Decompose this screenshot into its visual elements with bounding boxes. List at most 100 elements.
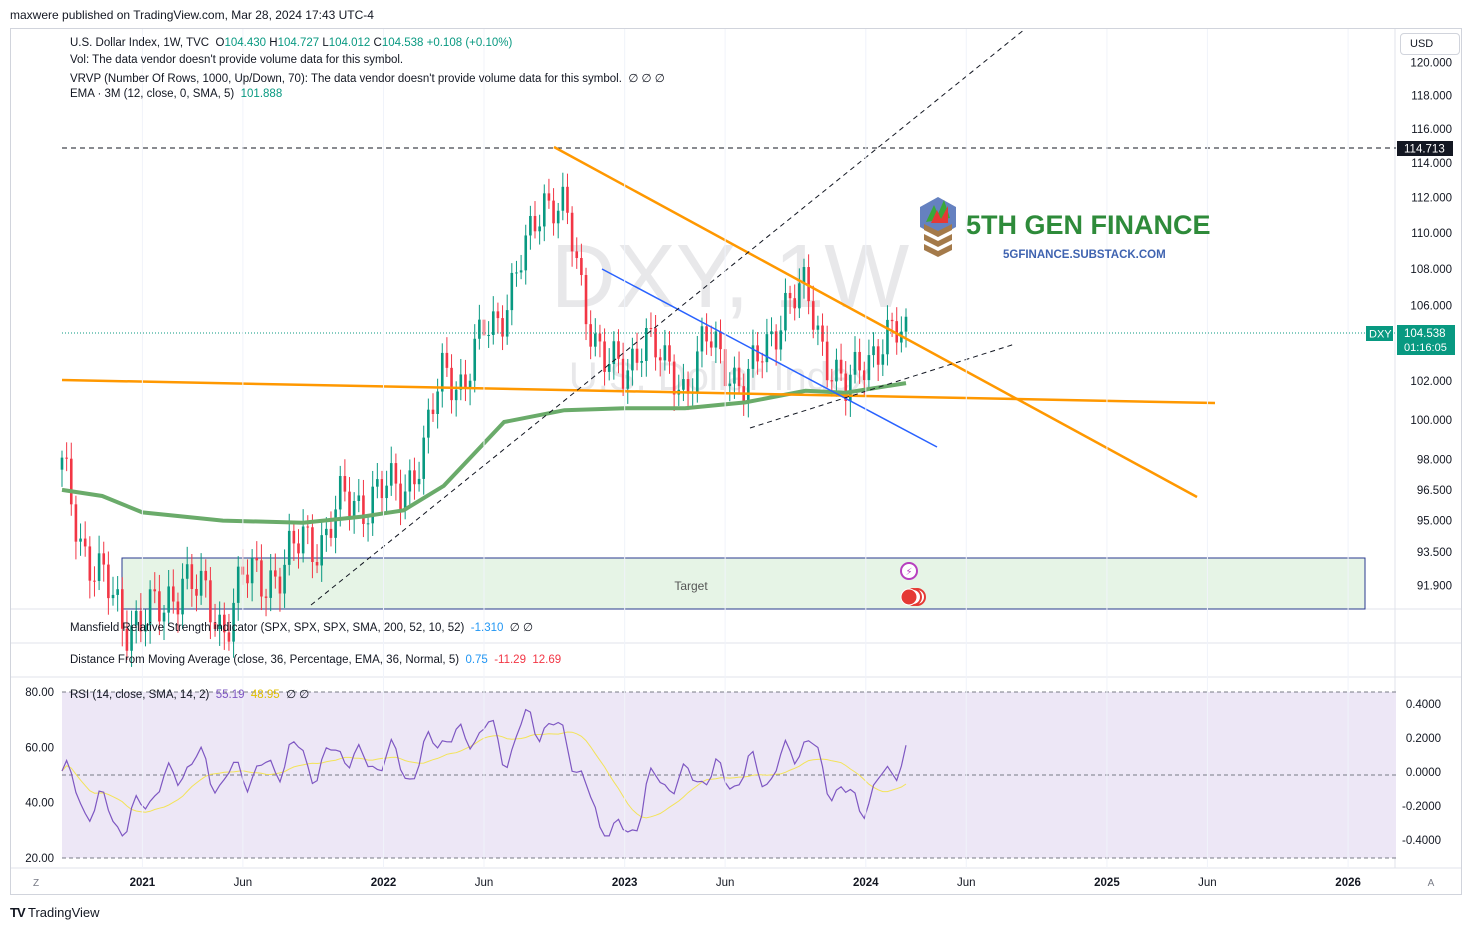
dfma-tick-label: -0.2000 <box>1402 801 1441 813</box>
ema-3m-line[interactable] <box>61 381 907 525</box>
candle-body <box>278 576 282 594</box>
level-label-bg <box>1397 141 1453 156</box>
legend-rsi[interactable]: RSI (14, close, SMA, 14, 2) 55.19 48.95 … <box>70 687 309 701</box>
price-axis[interactable]: 120.000 118.000 116.000 114.000 112.000 110.0… <box>1410 57 1452 592</box>
candle-body <box>255 558 259 561</box>
candle-body <box>696 351 699 393</box>
event-icon-lightning[interactable] <box>900 562 918 580</box>
price-label-bg <box>1397 325 1455 355</box>
candle-body <box>505 310 509 337</box>
candle-body <box>700 326 704 352</box>
candle-body <box>635 348 639 363</box>
candle-body <box>190 564 194 589</box>
candle-body <box>705 326 708 342</box>
candle-body <box>603 341 606 372</box>
candle-body <box>204 570 208 581</box>
candle-body <box>380 479 384 499</box>
candle-body <box>890 319 894 322</box>
candle-body <box>329 528 333 538</box>
legend-vrvp[interactable]: VRVP (Number Of Rows, 1000, Up/Down, 70)… <box>70 71 665 85</box>
rsi-right-axis[interactable]: 0.4000 0.2000 0.0000 -0.2000 -0.4000 <box>1402 699 1441 847</box>
legend-dfma[interactable]: Distance From Moving Average (close, 36,… <box>70 654 561 666</box>
legend-mansfield[interactable]: Mansfield Relative Strength indicator (S… <box>70 620 533 634</box>
orange-flat-line[interactable] <box>61 378 1216 405</box>
candle-body <box>756 345 759 362</box>
vrvp-text: VRVP (Number Of Rows, 1000, Up/Down, 70)… <box>70 73 622 85</box>
candle-body <box>510 272 514 311</box>
candle-body <box>728 383 732 387</box>
event-icon-flag-3[interactable] <box>900 588 918 606</box>
candle-body <box>584 275 588 325</box>
brand-subtitle: 5GFINANCE.SUBSTACK.COM <box>1003 249 1166 261</box>
candle-body <box>394 463 398 484</box>
candle-body <box>371 486 375 524</box>
candle-body <box>65 457 68 459</box>
time-tick-label: Jun <box>1198 877 1217 889</box>
time-axis[interactable]: 2021 Jun 2022 Jun 2023 Jun 2024 Jun 2025 Jun 2026 Z… <box>33 29 1435 889</box>
candle-body <box>376 479 379 487</box>
candle-body <box>612 341 616 365</box>
currency-button[interactable]: USD <box>1400 33 1460 55</box>
candle-body <box>876 346 880 365</box>
candle-body <box>116 589 119 595</box>
candle-body <box>593 333 597 347</box>
level-label: 114.713 <box>1404 144 1445 156</box>
ema-value: 101.888 <box>240 88 283 100</box>
candle-body <box>849 374 852 401</box>
mansfield-value: -1.310 <box>470 622 504 634</box>
time-axis-left-button[interactable]: Z <box>33 878 39 889</box>
legend-vol[interactable]: Vol: The data vendor doesn't provide vol… <box>70 54 404 66</box>
candle-body <box>658 357 662 361</box>
candle-body <box>779 330 783 350</box>
candle-body <box>747 368 750 402</box>
candle-body <box>519 270 523 273</box>
candle-body <box>274 570 277 577</box>
tradingview-footer[interactable]: TV TradingView <box>10 905 100 920</box>
candle-body <box>209 580 212 623</box>
price-tick-label: 110.000 <box>1411 228 1452 240</box>
time-axis-right-button[interactable]: A <box>1428 878 1435 889</box>
candle-body <box>357 495 361 501</box>
candle-body <box>496 311 500 319</box>
time-tick-label: 2022 <box>371 877 397 889</box>
open-value: 104.430 <box>224 37 267 49</box>
legend-ema[interactable]: EMA · 3M (12, close, 0, SMA, 5) 101.888 <box>70 88 282 100</box>
candle-body <box>751 345 755 369</box>
legend-symbol-line[interactable]: U.S. Dollar Index, 1W, TVC O104.430 H104… <box>70 37 512 49</box>
time-tick-label: 2025 <box>1094 877 1120 889</box>
price-tick-label: 102.000 <box>1410 376 1452 388</box>
candle-body <box>88 546 92 581</box>
blue-channel-line[interactable] <box>601 268 938 448</box>
ema-label: EMA · 3M (12, close, 0, SMA, 5) <box>70 88 235 100</box>
candle-body <box>491 311 495 335</box>
dfma-tick-label: -0.4000 <box>1402 835 1441 847</box>
candle-body <box>552 200 555 224</box>
orange-downtrend-line[interactable] <box>553 145 1198 499</box>
candle-body <box>287 530 291 565</box>
candle-body <box>125 628 129 651</box>
candle-body <box>236 566 240 603</box>
candle-body <box>413 470 416 485</box>
candle-body <box>338 476 342 510</box>
time-tick-label: 2024 <box>853 877 879 889</box>
dashed-trend-up-2[interactable] <box>749 343 1016 429</box>
candle-body <box>83 538 87 547</box>
candle-body <box>297 543 300 554</box>
candle-body <box>881 354 885 365</box>
candle-body <box>162 612 166 622</box>
candle-body <box>422 437 426 479</box>
price-tick-label: 91.900 <box>1417 581 1452 593</box>
candle-body <box>737 367 741 387</box>
rsi-tick-label: 60.00 <box>25 742 54 754</box>
candle-body <box>102 553 106 565</box>
candle-body <box>816 325 820 330</box>
candle-body <box>250 558 254 584</box>
target-zone[interactable] <box>121 557 1366 610</box>
time-tick-label: Jun <box>234 877 253 889</box>
candle-body <box>195 588 198 596</box>
candle-body <box>260 560 263 597</box>
candle-body <box>830 380 834 382</box>
candle-body <box>218 614 221 629</box>
close-value: 104.538 <box>381 37 424 49</box>
